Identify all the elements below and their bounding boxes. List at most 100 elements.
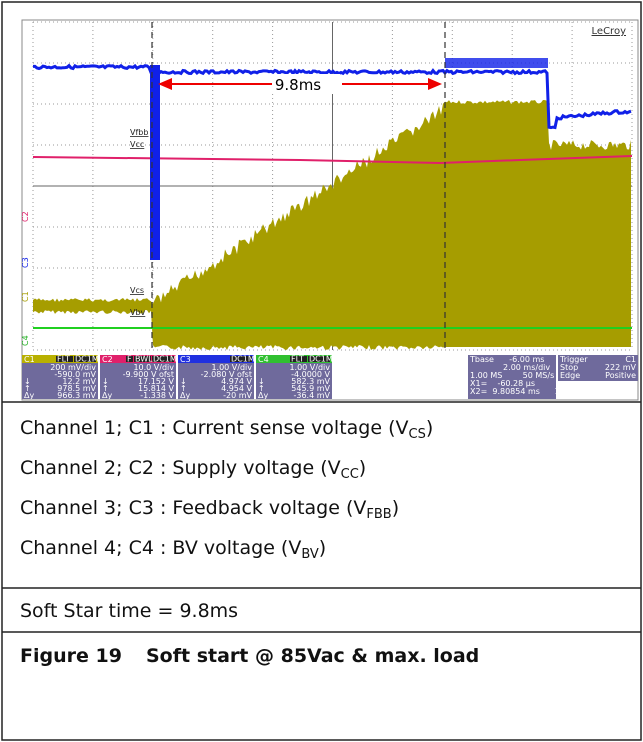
side-label: C1	[21, 291, 30, 302]
readout-value: -590.0 mV	[54, 370, 96, 379]
note: Soft Star time = 9.8ms	[20, 600, 238, 622]
readout-value: 10.0 V/div	[133, 363, 174, 372]
readout-symbol: ↓	[258, 377, 265, 386]
readout-symbol: ↓	[24, 377, 31, 386]
channel-description: Channel 4; C4 : BV voltage (VBV)	[20, 537, 326, 562]
trigger-text: Stop	[560, 363, 578, 372]
timebase-box	[468, 355, 556, 399]
text: )	[359, 457, 366, 479]
readout-symbol: ↓	[102, 377, 109, 386]
trigger-text: Positive	[605, 371, 636, 380]
badge	[56, 356, 73, 362]
readout-value: 582.3 mV	[291, 377, 330, 386]
side-label: C2	[21, 211, 30, 222]
readout-value: -4.0000 V	[291, 370, 330, 379]
channel-name: C2	[102, 355, 113, 364]
badge	[290, 356, 307, 362]
readout-value: 1.00 V/div	[211, 363, 252, 372]
badge-text: DC1M	[309, 355, 333, 364]
subscript: CC	[341, 467, 359, 482]
readout-symbol: Δy	[258, 391, 268, 400]
arrow-head	[428, 78, 442, 90]
trigger-text: C1	[625, 355, 636, 364]
readout-value: 200 mV/div	[50, 363, 96, 372]
readout-symbol: ↑	[24, 384, 31, 393]
subscript: CS	[409, 427, 426, 442]
trace-c2	[32, 155, 633, 165]
channel-name: C3	[180, 355, 191, 364]
trace-c1	[33, 100, 631, 350]
badge	[74, 356, 96, 362]
badge	[152, 356, 174, 362]
trace-c3	[33, 63, 632, 130]
brand: LeCroy	[592, 26, 627, 37]
readout-value: -36.4 mV	[293, 391, 330, 400]
readout-symbol: Δy	[180, 391, 190, 400]
text: )	[426, 417, 433, 439]
readout-value: 978.5 mV	[57, 384, 96, 393]
text: Channel 3; C3 : Feedback voltage (V	[20, 497, 366, 519]
text: Channel 1; C1 : Current sense voltage (V	[20, 417, 409, 439]
subscript: BV	[301, 547, 319, 562]
caption-title: Soft start @ 85Vac & max. load	[146, 645, 479, 667]
timebase-text: X2= 9.80854 ms	[470, 387, 540, 396]
channel-description: Channel 2; C2 : Supply voltage (VCC)	[20, 457, 366, 482]
readout-value: 545.9 mV	[291, 384, 330, 393]
delta-text: ΔX= 9.86882 ms	[561, 379, 636, 388]
channel-description: Channel 1; C1 : Current sense voltage (V…	[20, 417, 433, 442]
side-label: C4	[21, 335, 30, 346]
readout-symbol: ↑	[258, 384, 265, 393]
delta-text: 1/ΔX= 101.3292 Hz	[555, 387, 636, 396]
trace-label: Vcs	[130, 286, 144, 295]
readout-symbol: ↑	[180, 384, 187, 393]
badge	[134, 356, 151, 362]
badge-text: DC1M	[153, 355, 177, 364]
trace-c3-burst	[150, 65, 160, 260]
trace-label: Vbv	[130, 308, 146, 317]
trigger-text: Trigger	[559, 355, 588, 364]
side-label: C3	[21, 257, 30, 268]
readout-value: 1.00 V/div	[289, 363, 330, 372]
text: )	[392, 497, 399, 519]
readout-symbol: Δy	[24, 391, 34, 400]
timebase-text: 2.00 ms/div	[470, 363, 550, 372]
trace-label: Vfbb	[130, 128, 148, 137]
badge	[308, 356, 330, 362]
readout-value: 4.954 V	[221, 384, 252, 393]
readout-symbol: ↓	[180, 377, 187, 386]
badge	[230, 356, 252, 362]
readout-value: -9.900 V ofst	[123, 370, 174, 379]
text: Channel 2; C2 : Supply voltage (V	[20, 457, 341, 479]
channel-name: C4	[258, 355, 269, 364]
subscript: FBB	[366, 507, 391, 522]
badge-text: DC1M	[75, 355, 99, 364]
text: Channel 4; C4 : BV voltage (V	[20, 537, 301, 559]
trigger-box	[558, 355, 638, 381]
cursor-label: 9.8ms	[275, 76, 321, 94]
trace-label: Vcc	[130, 140, 144, 149]
readout-value: 17.152 V	[138, 377, 175, 386]
readout-value: -20 mV	[223, 391, 252, 400]
badge-text: FLT	[57, 355, 70, 364]
channel-description: Channel 3; C3 : Feedback voltage (VFBB)	[20, 497, 399, 522]
timebase-text: X1= -60.28 µs	[470, 379, 535, 388]
arrow-head	[158, 78, 172, 90]
trace-c3-step	[445, 58, 548, 68]
readout-symbol: Δy	[102, 391, 112, 400]
readout-value: 15.814 V	[138, 384, 175, 393]
readout-value: 12.2 mV	[62, 377, 96, 386]
channel-name: C1	[24, 355, 35, 364]
trigger-text: 222 mV	[605, 363, 637, 372]
badge-text: FLT	[291, 355, 304, 364]
badge-text: BWL	[135, 355, 153, 364]
readout-header	[178, 355, 254, 363]
label-bg	[272, 74, 340, 94]
readout-value: -1.338 V	[140, 391, 174, 400]
timebase-text: 1.00 MS 50 MS/s	[470, 371, 554, 380]
badge-text: F	[127, 355, 132, 364]
trigger-text: Edge	[560, 371, 580, 380]
caption-number: Figure 19	[20, 645, 122, 667]
text: )	[319, 537, 326, 559]
badge	[126, 356, 133, 362]
